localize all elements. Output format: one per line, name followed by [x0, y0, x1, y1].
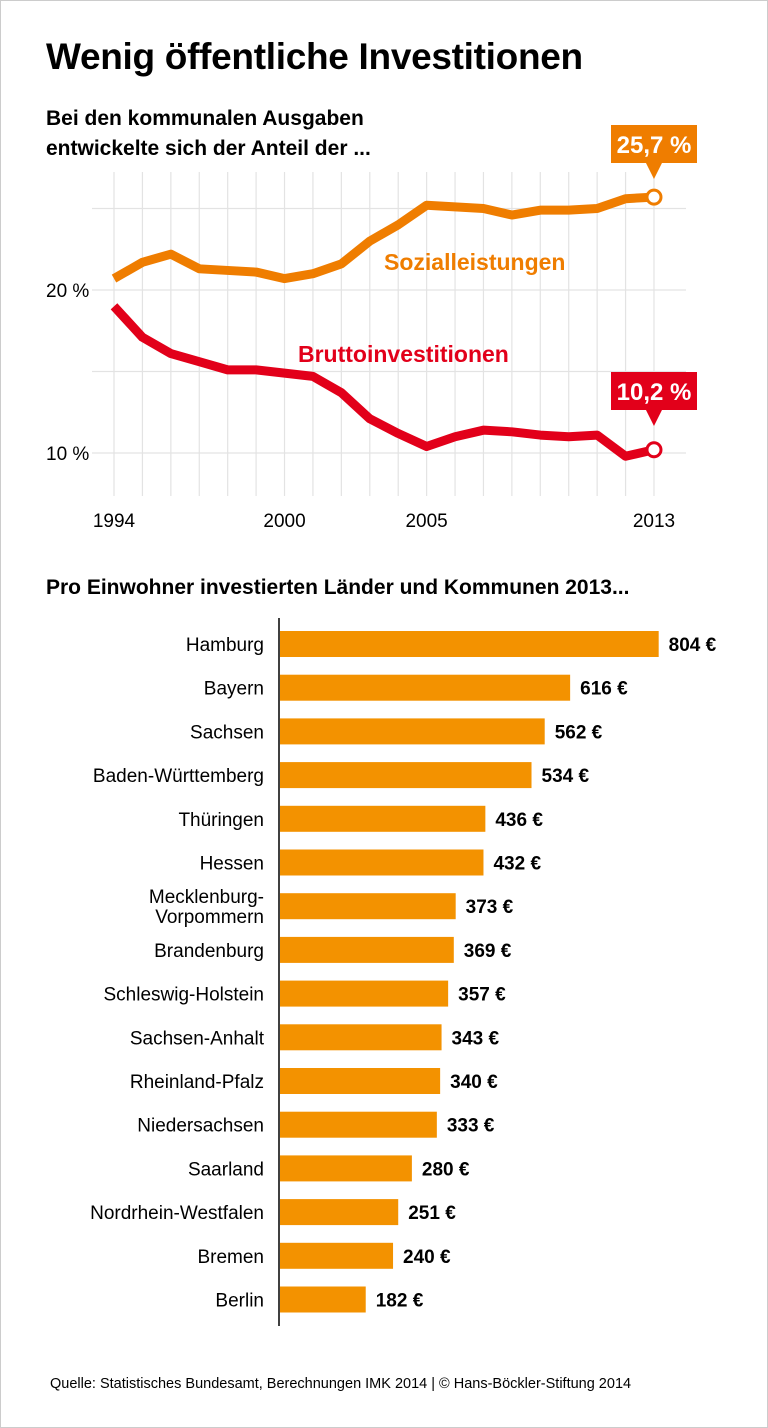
bar-1 [280, 674, 571, 701]
category-label: Bayern [204, 679, 264, 700]
bar-2 [280, 718, 545, 745]
bar-13 [280, 1199, 399, 1226]
bar-4 [280, 805, 486, 832]
x-tick-label: 1994 [93, 511, 136, 532]
category-label: Bremen [197, 1247, 264, 1268]
x-tick-label: 2005 [405, 511, 447, 532]
bar-value-label: 534 € [542, 766, 590, 787]
bar-9 [280, 1024, 442, 1051]
bar-12 [280, 1155, 412, 1182]
bar-value-label: 616 € [580, 679, 628, 700]
category-label: Rheinland-Pfalz [130, 1072, 264, 1093]
bar-value-label: 333 € [447, 1116, 495, 1137]
category-label: Berlin [215, 1291, 264, 1312]
bar-5 [280, 849, 484, 876]
bar-value-label: 251 € [408, 1203, 456, 1224]
bar-11 [280, 1111, 437, 1138]
bar-chart-title: Pro Einwohner investierten Länder und Ko… [46, 576, 630, 599]
subtitle-line-1: Bei den kommunalen Ausgaben [46, 107, 364, 130]
category-label: Schleswig-Holstein [103, 985, 264, 1006]
bar-value-label: 373 € [466, 897, 514, 918]
series-line-bruttoinvestitionen [110, 303, 655, 461]
bar-value-label: 240 € [403, 1247, 451, 1268]
category-label: Nordrhein-Westfalen [90, 1203, 264, 1224]
bar-0 [280, 631, 659, 657]
bar-value-label: 182 € [376, 1291, 424, 1312]
bar-value-label: 432 € [493, 854, 541, 875]
bar-value-label: 280 € [422, 1159, 470, 1180]
bar-value-label: 343 € [452, 1028, 500, 1049]
category-label: Sachsen [190, 722, 264, 743]
category-label: Baden-Württemberg [93, 766, 264, 787]
series-label-bruttoinvestitionen: Bruttoinvestitionen [298, 341, 509, 367]
series-line-sozialleistungen [111, 192, 655, 284]
category-label: Hessen [200, 854, 264, 875]
bar-value-label: 436 € [495, 810, 543, 831]
y-tick-label: 10 % [46, 444, 89, 465]
category-label: Saarland [188, 1159, 264, 1180]
line-chart-subtitle: Bei den kommunalen Ausgaben entwickelte … [46, 104, 466, 164]
end-label-box [611, 372, 697, 410]
end-label-pointer [645, 163, 662, 179]
category-label: Vorpommern [155, 907, 264, 928]
category-label: Mecklenburg- [149, 887, 264, 908]
category-label: Sachsen-Anhalt [130, 1028, 265, 1049]
bar-10 [280, 1068, 441, 1094]
bar-value-label: 369 € [464, 941, 512, 962]
end-label-box [611, 125, 697, 163]
y-tick-label: 20 % [46, 281, 89, 302]
bar-6 [280, 893, 456, 920]
category-label: Thüringen [178, 810, 264, 831]
page-title: Wenig öffentliche Investitionen [46, 36, 583, 77]
x-tick-label: 2013 [633, 511, 675, 532]
end-point-marker [645, 441, 663, 459]
category-label: Niedersachsen [137, 1116, 264, 1137]
bar-14 [280, 1242, 394, 1269]
subtitle-line-2: entwickelte sich der Anteil der ... [46, 137, 371, 160]
end-point-marker [645, 188, 663, 206]
source-note: Quelle: Statistisches Bundesamt, Berechn… [50, 1376, 632, 1392]
bar-8 [280, 980, 449, 1007]
end-label-pointer [645, 410, 662, 426]
category-label: Brandenburg [154, 941, 264, 962]
bar-value-label: 804 € [669, 635, 717, 656]
bar-7 [280, 936, 454, 963]
end-value-label: 25,7 % [617, 132, 692, 159]
category-label: Hamburg [186, 635, 264, 656]
bar-value-label: 357 € [458, 985, 506, 1006]
series-label-sozialleistungen: Sozialleistungen [384, 249, 565, 275]
bar-value-label: 562 € [555, 722, 603, 743]
bar-3 [280, 762, 532, 789]
bar-value-label: 340 € [450, 1072, 498, 1093]
bar-15 [280, 1286, 366, 1313]
end-value-label: 10,2 % [617, 379, 692, 406]
x-tick-label: 2000 [263, 511, 305, 532]
